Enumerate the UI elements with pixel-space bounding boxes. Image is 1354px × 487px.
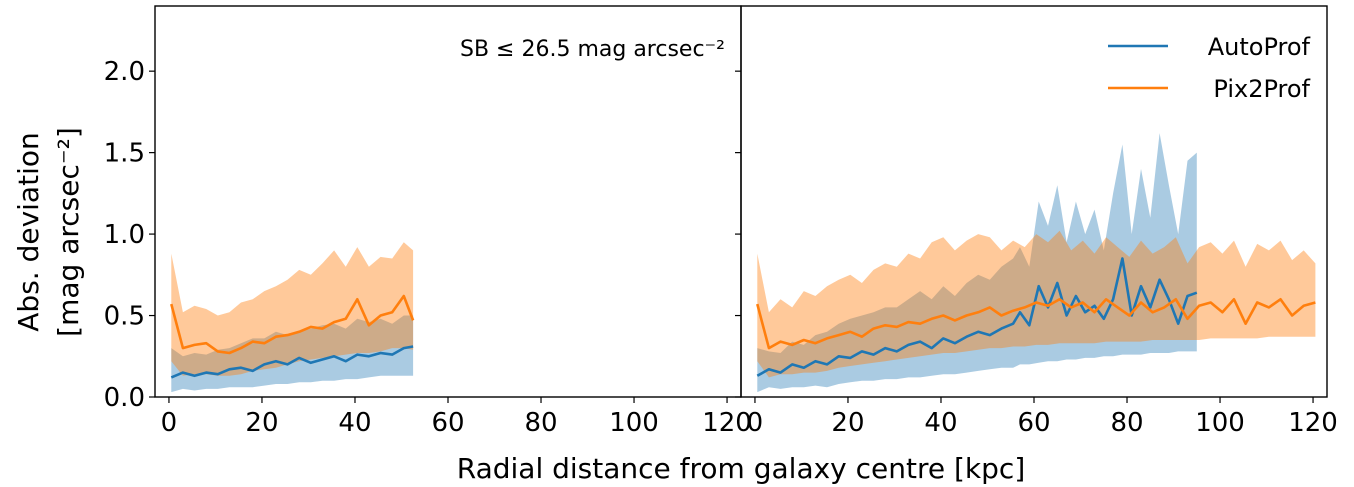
- plot-area: [756, 133, 1316, 393]
- pix2prof-band: [171, 242, 414, 376]
- pix2prof-band: [757, 230, 1316, 378]
- y-tick-label: 1.0: [104, 220, 145, 250]
- x-tick-label: 0: [747, 408, 764, 438]
- y-axis-label-line2: [mag arcsec⁻²]: [52, 127, 85, 337]
- autoprof-band: [171, 315, 414, 393]
- autoprof-line: [170, 345, 414, 379]
- x-tick-label: 80: [1110, 408, 1143, 438]
- pix2prof-legend-label: Pix2Prof: [1213, 75, 1310, 103]
- x-tick-label: 0: [161, 408, 178, 438]
- x-axis-label: Radial distance from galaxy centre [kpc]: [457, 452, 1026, 485]
- x-tick-label: 60: [431, 408, 464, 438]
- right-panel: 0 20 40 60 80 100 120 AutoProf Pix2Prof: [735, 5, 1338, 438]
- x-tick-label: 100: [609, 408, 659, 438]
- left-panel: 0 20 40 60 80 100 120 0.0 0.5 1.0 1.5 2.0 SB ≤ 26.5 …: [104, 5, 752, 438]
- x-tick-label: 120: [702, 408, 752, 438]
- plot-area: [170, 242, 415, 393]
- x-tick-label: 60: [1017, 408, 1050, 438]
- surface-brightness-annotation: SB ≤ 26.5 mag arcsec⁻²: [460, 37, 725, 62]
- x-tick-label: 80: [524, 408, 557, 438]
- pix2prof-line: [756, 297, 1316, 350]
- y-tick-label: 2.0: [104, 57, 145, 87]
- x-tick-label: 20: [245, 408, 278, 438]
- autoprof-band: [757, 133, 1197, 393]
- legend: AutoProf Pix2Prof: [1108, 33, 1311, 103]
- y-tick-label: 0.5: [104, 302, 145, 332]
- autoprof-legend-label: AutoProf: [1208, 33, 1311, 61]
- y-tick-label: 1.5: [104, 139, 145, 169]
- autoprof-line: [756, 257, 1198, 377]
- x-tick-label: 40: [338, 408, 371, 438]
- pix2prof-line: [170, 294, 415, 355]
- x-tick-label: 120: [1288, 408, 1338, 438]
- y-tick-label: 0.0: [104, 383, 145, 413]
- x-tick-label: 40: [924, 408, 957, 438]
- x-tick-label: 20: [831, 408, 864, 438]
- y-axis-label-line1: Abs. deviation: [12, 132, 45, 331]
- x-tick-label: 100: [1195, 408, 1245, 438]
